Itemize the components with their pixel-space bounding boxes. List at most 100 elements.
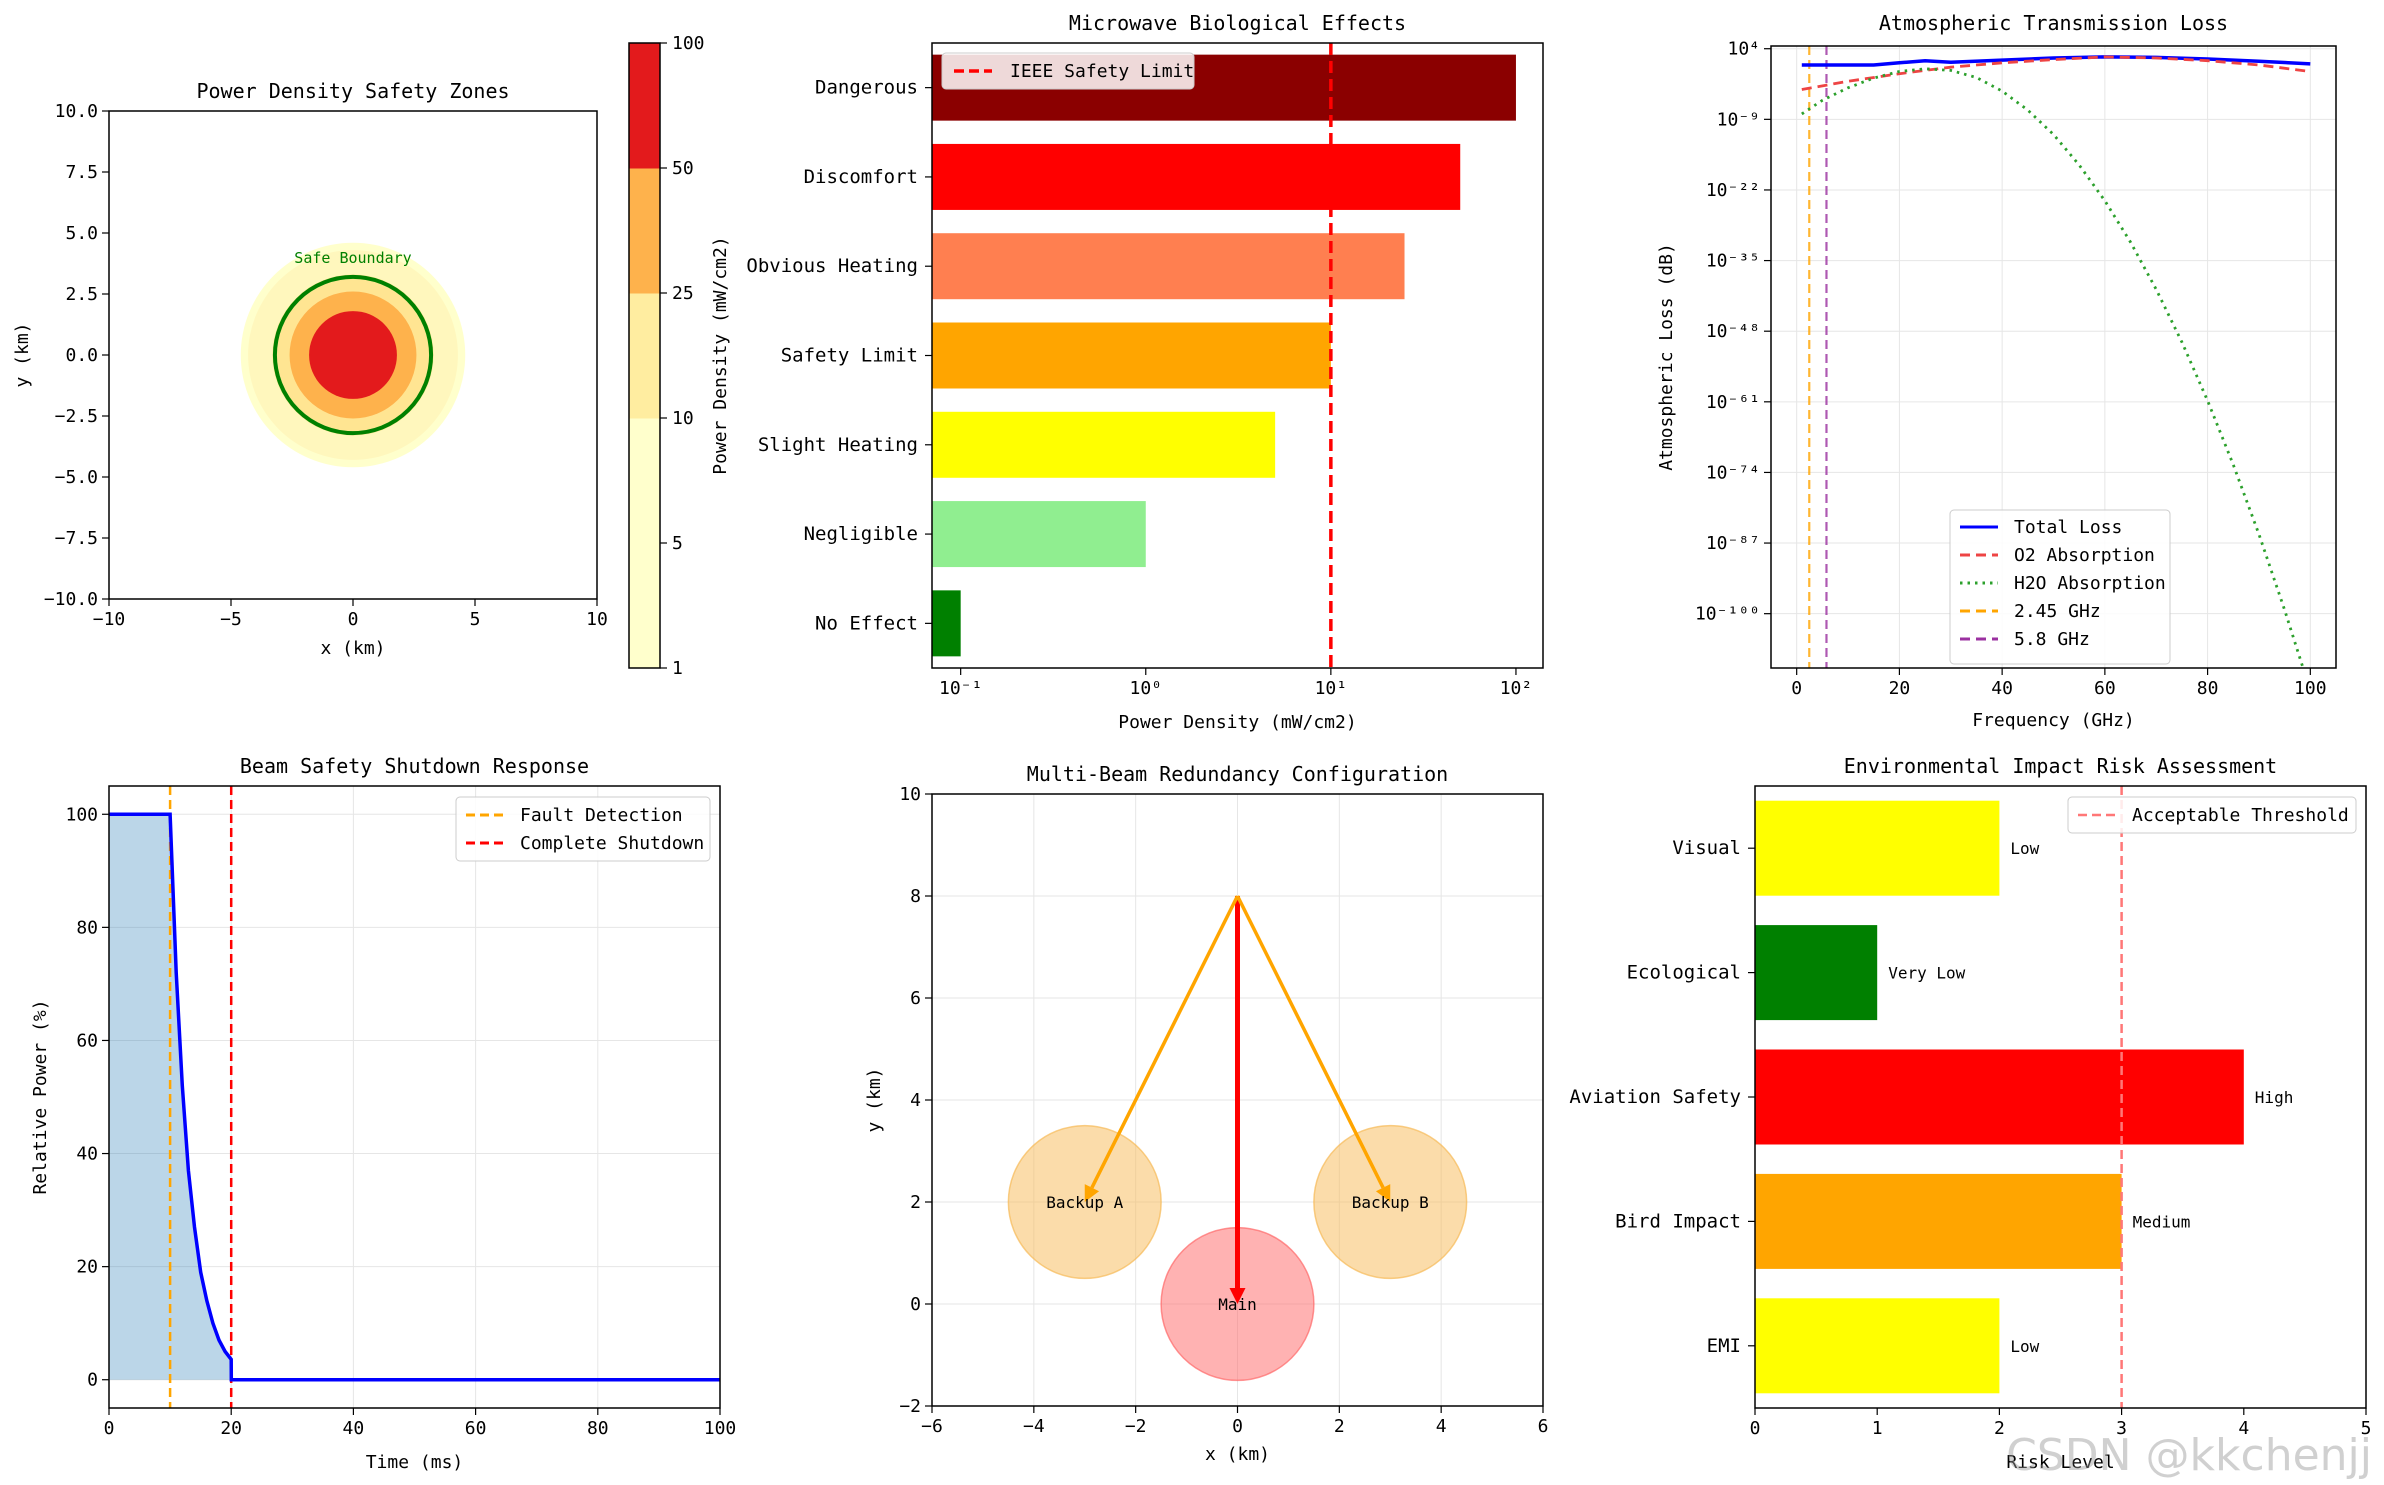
arrow-head <box>1229 1288 1246 1304</box>
x-tick-label: 1 <box>1872 1418 1883 1439</box>
x-tick-label: 10¹ <box>1315 678 1348 699</box>
chart-title: Atmospheric Transmission Loss <box>1879 11 2228 35</box>
panel-environmental-risk: Environmental Impact Risk Assessment Low E… <box>1569 754 2371 1473</box>
category-label: Slight Heating <box>758 434 918 456</box>
beam-label: Backup B <box>1352 1193 1429 1212</box>
axes-frame <box>931 42 1544 669</box>
x-tick-label: 3 <box>2116 1418 2127 1439</box>
x-tick-label: 40 <box>343 1418 365 1439</box>
colorbar-tick-label: 5 <box>672 533 683 554</box>
y-tick-label: 0.0 <box>65 345 98 366</box>
category-label: No Effect <box>815 612 918 634</box>
bar-ecological <box>1755 925 1878 1021</box>
legend-label: Fault Detection <box>520 805 683 826</box>
series-line-total-loss <box>1801 55 2311 67</box>
legend-label: IEEE Safety Limit <box>1010 61 1194 82</box>
x-tick-label: 20 <box>220 1418 242 1439</box>
y-tick-label: −2 <box>899 1396 921 1417</box>
colorbar-tick-label: 1 <box>672 658 683 679</box>
watermark: CSDN @kkchenjj <box>2006 1430 2372 1481</box>
legend-label: 5.8 GHz <box>2014 629 2090 650</box>
y-tick-label: 80 <box>76 917 98 938</box>
plot-area <box>109 786 720 1408</box>
y-tick-label: 20 <box>76 1257 98 1278</box>
x-tick-label: 4 <box>2238 1418 2249 1439</box>
panel-atmospheric-loss: Atmospheric Transmission Loss 0 20 40 60 80 10… <box>1656 11 2337 731</box>
y-tick-label: 4 <box>910 1090 921 1111</box>
legend-box <box>1949 509 2171 665</box>
colorbar-segment <box>629 43 660 169</box>
legend-label: Total Loss <box>2014 517 2122 538</box>
chart-title: Beam Safety Shutdown Response <box>240 754 589 778</box>
legend-box <box>941 52 1195 90</box>
y-tick-label: −5.0 <box>55 467 98 488</box>
y-tick-label: 10⁻²² <box>1706 180 1760 201</box>
x-tick-label: 4 <box>1436 1416 1447 1437</box>
bar-visual <box>1755 800 2000 896</box>
chart-title: Multi-Beam Redundancy Configuration <box>1027 762 1448 786</box>
x-tick-label: 10 <box>586 609 608 630</box>
x-tick-label: 60 <box>465 1418 487 1439</box>
beam-label: Main <box>1218 1295 1257 1314</box>
panel-biological-effects: Microwave Biological Effects No Effect Neg… <box>746 11 1544 733</box>
y-tick-label: 10⁻⁸⁷ <box>1706 533 1760 554</box>
bar-negligible <box>932 501 1146 568</box>
x-tick-label: 0 <box>1791 678 1802 699</box>
x-axis-label: Frequency (GHz) <box>1972 710 2135 731</box>
bar-obvious-heating <box>932 233 1405 300</box>
colorbar-tick-label: 100 <box>672 33 705 54</box>
y-tick-label: 10⁻⁷⁴ <box>1706 462 1760 483</box>
axes-frame <box>1770 45 2337 669</box>
legend-label: Acceptable Threshold <box>2132 805 2349 826</box>
y-tick-label: 7.5 <box>65 162 98 183</box>
y-tick-label: 10⁻⁴⁸ <box>1706 321 1760 342</box>
x-axis-label: Risk Level <box>2006 1452 2114 1473</box>
safe-boundary-label: Safe Boundary <box>294 249 411 267</box>
legend-label: O2 Absorption <box>2014 545 2155 566</box>
x-tick-label: 10² <box>1500 678 1533 699</box>
x-tick-label: −2 <box>1125 1416 1147 1437</box>
legend-label: Complete Shutdown <box>520 833 704 854</box>
x-tick-label: 40 <box>1991 678 2013 699</box>
panel-multi-beam: Multi-Beam Redundancy Configuration Main B… <box>864 762 1548 1465</box>
y-tick-label: 8 <box>910 886 921 907</box>
y-tick-label: 2.5 <box>65 284 98 305</box>
x-tick-label: 80 <box>2197 678 2219 699</box>
x-tick-label: 2 <box>1994 1418 2005 1439</box>
y-tick-label: 10⁻⁹ <box>1717 109 1760 130</box>
x-tick-label: 5 <box>2361 1418 2372 1439</box>
y-tick-label: −10.0 <box>44 589 98 610</box>
risk-value-label: High <box>2255 1088 2294 1107</box>
zone-50-100 <box>309 311 397 399</box>
x-axis-label: x (km) <box>320 638 385 659</box>
arrow-head <box>1084 1184 1100 1202</box>
risk-value-label: Low <box>2010 839 2039 858</box>
x-tick-label: 20 <box>1889 678 1911 699</box>
x-tick-label: 2 <box>1334 1416 1345 1437</box>
colorbar-frame <box>628 42 661 669</box>
y-tick-label: 5.0 <box>65 223 98 244</box>
safe-boundary-circle <box>272 274 434 436</box>
beam-label: Backup A <box>1046 1193 1123 1212</box>
x-tick-label: 10⁻¹ <box>939 678 982 699</box>
x-axis-label: x (km) <box>1205 1444 1270 1465</box>
category-label: Negligible <box>804 523 918 545</box>
legend-box <box>455 796 711 862</box>
axes-frame <box>1754 785 2367 1409</box>
y-tick-label: 10.0 <box>55 101 98 122</box>
y-tick-label: 10⁻³⁵ <box>1706 251 1760 272</box>
y-axis-label: y (km) <box>864 1067 885 1132</box>
bar-no-effect <box>932 590 961 657</box>
x-axis-label: Power Density (mW/cm2) <box>1118 712 1356 733</box>
power-area <box>109 814 720 1380</box>
y-tick-label: 0 <box>910 1294 921 1315</box>
bar-emi <box>1755 1298 2000 1394</box>
category-label: EMI <box>1707 1335 1741 1357</box>
category-label: Visual <box>1672 837 1741 859</box>
x-tick-label: 80 <box>587 1418 609 1439</box>
y-tick-label: 10 <box>899 784 921 805</box>
y-tick-label: 60 <box>76 1030 98 1051</box>
y-tick-label: −7.5 <box>55 528 98 549</box>
series-line-o2-absorption <box>1801 55 2311 91</box>
category-label: Safety Limit <box>781 345 918 367</box>
